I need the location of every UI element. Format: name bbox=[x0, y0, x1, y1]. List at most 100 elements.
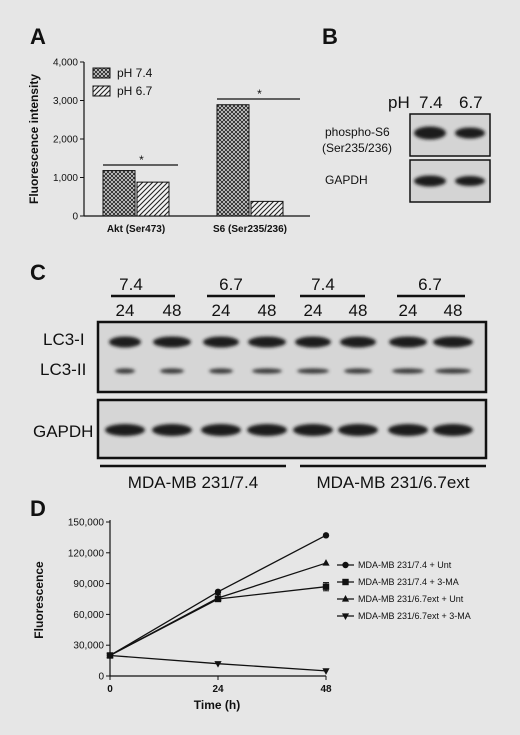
panel-label-a: A bbox=[30, 24, 46, 49]
chart-d-ytick-label: 90,000 bbox=[73, 579, 104, 590]
legend-label-ph67: pH 6.7 bbox=[117, 84, 153, 98]
blot-c-band-gapdh bbox=[105, 424, 145, 436]
legend-swatch-ph74 bbox=[92, 67, 111, 79]
legend-label-ph74: pH 7.4 bbox=[117, 66, 153, 80]
blot-b-band bbox=[455, 176, 485, 186]
chart-a-legend: pH 7.4 pH 6.7 bbox=[92, 66, 153, 98]
blot-c-time: 48 bbox=[349, 301, 368, 320]
blot-b-band bbox=[414, 175, 446, 187]
blot-b-row2-label: GAPDH bbox=[325, 173, 368, 187]
chart-d-point bbox=[322, 532, 330, 539]
chart-a-xtick-label: Akt (Ser473) bbox=[107, 224, 165, 235]
blot-c-band-lc3i bbox=[203, 336, 239, 348]
chart-a-ytick-label: 4,000 bbox=[53, 58, 78, 69]
blot-c-time: 24 bbox=[399, 301, 418, 320]
blot-b-row1-label-2: (Ser235/236) bbox=[322, 141, 392, 155]
blot-c-band-gapdh bbox=[433, 424, 473, 436]
chart-a-xtick-label: S6 (Ser235/236) bbox=[213, 224, 287, 235]
blot-b-lane-1: 7.4 bbox=[419, 93, 443, 112]
blot-c-band-lc3ii bbox=[297, 368, 329, 374]
blot-c-ph-4: 6.7 bbox=[418, 275, 442, 294]
blot-c-membrane-lc3 bbox=[96, 320, 488, 394]
chart-d-legend-label: MDA-MB 231/6.7ext + 3-MA bbox=[358, 611, 471, 621]
chart-d-line bbox=[109, 562, 327, 657]
chart-d-ytick-label: 120,000 bbox=[68, 548, 105, 559]
blot-c-band-gapdh bbox=[293, 424, 333, 436]
chart-d-ylabel: Fluorescence bbox=[32, 561, 46, 639]
chart-d-legend: MDA-MB 231/7.4 + Unt MDA-MB 231/7.4 + 3-M… bbox=[337, 560, 471, 621]
chart-d-xtick-label: 24 bbox=[212, 684, 224, 695]
chart-a-ytick-label: 3,000 bbox=[53, 96, 78, 107]
chart-d-xtick-label: 48 bbox=[320, 684, 332, 695]
blot-b: pH 7.4 6.7 phospho-S6 (Ser235/236) GAPDH bbox=[322, 93, 491, 203]
blot-c-time: 48 bbox=[444, 301, 463, 320]
blot-c-band-lc3ii bbox=[252, 368, 282, 374]
chart-d-xticks: 0 24 48 bbox=[107, 676, 332, 695]
chart-a-ytick-label: 1,000 bbox=[53, 173, 78, 184]
chart-d-legend-label: MDA-MB 231/7.4 + 3-MA bbox=[358, 577, 459, 587]
blot-c: 7.4 6.7 7.4 6.7 24 48 24 48 24 48 24 48 … bbox=[33, 275, 488, 492]
blot-c-band-lc3ii bbox=[115, 368, 135, 374]
blot-c-band-gapdh bbox=[152, 424, 192, 436]
blot-c-time: 48 bbox=[163, 301, 182, 320]
blot-b-band bbox=[455, 127, 485, 139]
blot-c-time: 48 bbox=[258, 301, 277, 320]
blot-c-ph-2: 6.7 bbox=[219, 275, 243, 294]
blot-c-band-gapdh bbox=[247, 424, 287, 436]
chart-a-bar bbox=[102, 170, 136, 217]
blot-c-ph-3: 7.4 bbox=[311, 275, 335, 294]
panel-label-c: C bbox=[30, 260, 46, 285]
chart-d-legend-marker bbox=[342, 578, 349, 586]
blot-c-band-lc3ii bbox=[435, 368, 471, 374]
blot-c-time: 24 bbox=[116, 301, 135, 320]
chart-d-point bbox=[322, 668, 330, 675]
chart-a: 0 1,000 2,000 3,000 4,000 Fluorescence inten… bbox=[27, 58, 310, 235]
blot-c-band-lc3i bbox=[295, 336, 331, 348]
blot-c-band-lc3i bbox=[248, 336, 286, 348]
blot-c-label-lc3i: LC3-I bbox=[43, 330, 85, 349]
chart-d-point bbox=[106, 652, 114, 660]
chart-a-ytick-label: 2,000 bbox=[53, 135, 78, 146]
chart-d-legend-marker bbox=[341, 613, 350, 620]
chart-d-point bbox=[322, 559, 330, 566]
blot-c-band-lc3i bbox=[433, 336, 473, 348]
blot-c-time: 24 bbox=[212, 301, 231, 320]
blot-c-label-gapdh: GAPDH bbox=[33, 422, 93, 441]
blot-c-gapdh-bands bbox=[105, 424, 473, 436]
panel-label-d: D bbox=[30, 496, 46, 521]
chart-d-xtick-label: 0 bbox=[107, 684, 113, 695]
chart-a-sig-star: * bbox=[257, 87, 262, 101]
chart-d-ytick-label: 30,000 bbox=[73, 641, 104, 652]
blot-c-band-lc3ii bbox=[160, 368, 184, 374]
blot-c-band-lc3ii bbox=[209, 368, 233, 374]
blot-b-lane-2: 6.7 bbox=[459, 93, 483, 112]
blot-c-ph-1: 7.4 bbox=[119, 275, 143, 294]
panel-label-b: B bbox=[322, 24, 338, 49]
chart-a-sig-star: * bbox=[139, 153, 144, 167]
blot-c-band-lc3i bbox=[389, 336, 427, 348]
chart-d-legend-label: MDA-MB 231/7.4 + Unt bbox=[358, 560, 452, 570]
chart-d-legend-marker bbox=[342, 561, 349, 569]
chart-d-point bbox=[214, 588, 222, 596]
chart-a-ylabel: Fluorescence intensity bbox=[27, 74, 41, 204]
blot-c-band-gapdh bbox=[201, 424, 241, 436]
legend-swatch-ph67 bbox=[92, 85, 111, 97]
chart-a-ytick-label: 0 bbox=[72, 212, 78, 223]
chart-a-bar bbox=[250, 200, 284, 217]
blot-c-band-lc3ii bbox=[344, 368, 372, 374]
blot-c-times: 24 48 24 48 24 48 24 48 bbox=[116, 301, 463, 320]
chart-d-legend-marker bbox=[341, 595, 350, 602]
blot-c-band-lc3ii bbox=[392, 368, 424, 374]
chart-d-legend-label: MDA-MB 231/6.7ext + Unt bbox=[358, 594, 464, 604]
chart-d-ytick-label: 60,000 bbox=[73, 610, 104, 621]
chart-d-point bbox=[214, 661, 222, 668]
blot-b-ph-label: pH bbox=[388, 93, 410, 112]
blot-c-cellline-1: MDA-MB 231/7.4 bbox=[128, 473, 258, 492]
blot-c-band-lc3i bbox=[153, 336, 191, 348]
chart-a-significance: ** bbox=[103, 87, 300, 167]
blot-c-label-lc3ii: LC3-II bbox=[40, 360, 86, 379]
chart-a-bar bbox=[136, 181, 170, 217]
blot-b-band bbox=[414, 126, 446, 140]
